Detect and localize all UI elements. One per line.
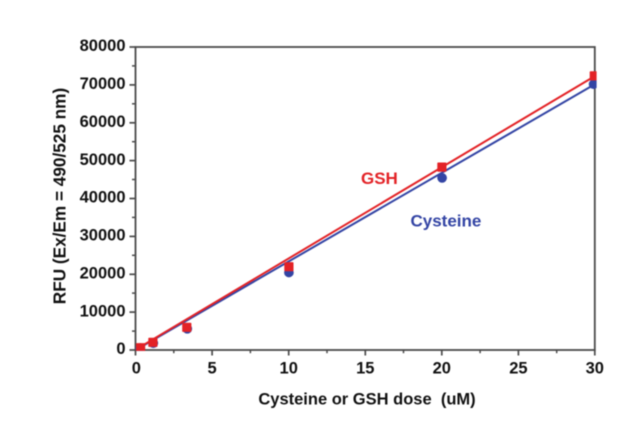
svg-text:5: 5 — [208, 360, 217, 378]
svg-text:40000: 40000 — [80, 189, 126, 207]
svg-text:30000: 30000 — [80, 227, 126, 245]
svg-text:70000: 70000 — [80, 75, 126, 93]
svg-text:50000: 50000 — [80, 151, 126, 169]
svg-text:15: 15 — [356, 360, 374, 378]
svg-text:0: 0 — [132, 360, 141, 378]
svg-text:20000: 20000 — [80, 265, 126, 283]
svg-text:GSH: GSH — [361, 169, 398, 188]
svg-text:10000: 10000 — [80, 302, 126, 320]
svg-text:RFU (Ex/Em = 490/525 nm): RFU (Ex/Em = 490/525 nm) — [50, 88, 70, 304]
svg-text:60000: 60000 — [80, 113, 126, 131]
svg-text:20: 20 — [433, 360, 451, 378]
svg-text:Cysteine: Cysteine — [411, 212, 482, 231]
svg-text:80000: 80000 — [80, 37, 126, 55]
svg-text:Cysteine or GSH dose (uM): Cysteine or GSH dose (uM) — [258, 391, 475, 409]
svg-text:0: 0 — [116, 340, 125, 358]
svg-text:30: 30 — [586, 360, 604, 378]
svg-text:10: 10 — [280, 360, 298, 378]
svg-text:25: 25 — [509, 360, 527, 378]
